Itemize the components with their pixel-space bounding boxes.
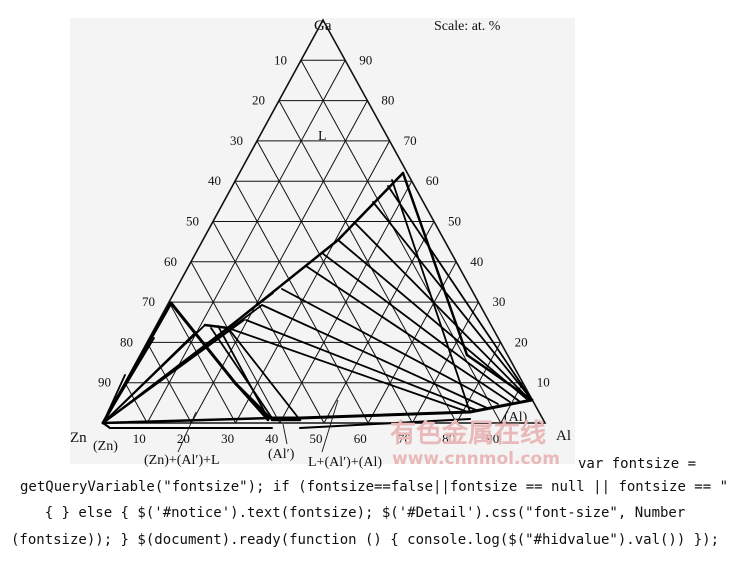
bottom-edge-tick-label: 40 [265,431,278,446]
right-edge-tick-label: 80 [381,93,394,108]
tie-line-20 [372,201,533,401]
phase-boundary-10 [336,171,405,242]
vertex-label-ga: Ga [314,18,332,34]
watermark-chinese: 有色金属在线 [390,418,546,449]
right-edge-tick-label: 20 [515,334,528,349]
tick-labels: 10 20 30 40 50 60 70 80 90 90 80 70 60 50 40 30 20 10 10 20… [98,52,550,446]
tie-line-6 [102,331,197,424]
right-edge-tick-label: 90 [359,52,372,67]
triangle-outline [101,18,547,424]
tie-line-10 [210,327,273,419]
watermark-url: www.cnnmol.com [392,449,560,469]
phase-boundary-6 [298,410,472,420]
phase-boundary-4 [101,416,274,425]
tie-line-15 [281,288,499,405]
bottom-edge-tick-label: 80 [442,431,455,446]
grid-line-al-5 [212,221,325,424]
region-label-l-al-al: L+(Al′)+(Al) [308,455,382,470]
code-line-2: getQueryVariable("fontsize"); if (fontsi… [20,479,730,495]
right-edge-tick-label: 30 [492,294,505,309]
phase-boundary-7 [468,398,534,414]
bottom-edge-tick-label: 50 [310,431,323,446]
code-line-1: var fontsize = [578,456,697,472]
tie-line-19 [353,221,531,401]
scale-note: Scale: at. % [434,19,501,34]
right-edge-tick-label: 40 [470,254,483,269]
phase-boundary-12 [203,323,230,330]
grid-line-zn-9 [146,60,346,424]
leader-line-zn-al-l [177,411,197,453]
bottom-edge-tick-label: 90 [486,431,499,446]
tie-line-12 [227,327,469,413]
region-label-zn-al-l: (Zn)+(Al′)+L [144,453,220,468]
region-label-zn: (Zn) [93,439,118,454]
left-edge-tick-label: 10 [274,52,287,67]
bottom-edge-tick-label: 10 [133,431,146,446]
vertex-label-zn: Zn [70,430,87,446]
left-edge-tick-label: 90 [98,375,111,390]
leader-line-al-prime [282,423,288,445]
figure-background [70,18,575,464]
grid-line-al-7 [256,140,413,424]
tie-line-22 [391,179,471,413]
right-edge-tick-label: 50 [448,214,461,229]
tie-line-8 [102,374,126,424]
phase-boundary-2 [169,301,238,386]
left-edge-tick-label: 20 [252,93,265,108]
vertex-label-al: Al [556,428,571,444]
left-edge-tick-label: 30 [230,133,243,148]
tie-line-9 [227,327,301,421]
leader-line-l-al-al [321,399,339,453]
code-line-3: { } else { $('#notice').text(fontsize); … [44,505,686,521]
tie-line-11 [217,325,269,419]
tie-line-21 [387,185,533,401]
tie-line-14 [261,304,488,409]
right-edge-tick-label: 10 [537,375,550,390]
phase-boundary-8 [465,353,534,402]
left-edge-tick-label: 80 [120,334,133,349]
left-edge-tick-label: 40 [208,173,221,188]
phase-boundaries [101,171,534,429]
right-edge-tick-label: 70 [404,133,417,148]
bottom-edge-tick-label: 20 [177,431,190,446]
tie-line-5 [102,319,245,424]
left-edge-tick-label: 50 [186,214,199,229]
right-edge-tick-label: 60 [426,173,439,188]
phase-boundary-13 [234,382,270,422]
bottom-edge-tick-label: 30 [221,431,234,446]
tie-line-18 [337,239,529,401]
tie-line-16 [305,265,511,403]
region-label-al-prime: (Al′) [268,447,295,462]
grid-line-al-8 [278,100,458,424]
grid-line-al-1 [124,382,148,424]
left-edge-tick-label: 70 [142,294,155,309]
bottom-edge-tick-label: 60 [354,431,367,446]
code-line-4: (fontsize)); } $(document).ready(functio… [10,532,719,548]
tie-line-13 [245,319,477,411]
left-edge-tick-label: 60 [164,254,177,269]
label-leader-lines [177,399,339,453]
grid-line-al-3 [168,301,237,424]
region-label-al: (Al) [504,410,528,425]
phase-boundary-15 [102,422,111,429]
grid-line-zn-8 [190,100,368,424]
grid-line-zn-3 [411,301,479,424]
bottom-edge-tick-label: 70 [398,431,411,446]
tie-line-17 [321,252,520,402]
tie-line-7 [102,337,155,424]
phase-boundary-17 [299,418,471,429]
region-label-liquid: L [318,129,327,144]
grid-line-zn-7 [235,140,391,424]
